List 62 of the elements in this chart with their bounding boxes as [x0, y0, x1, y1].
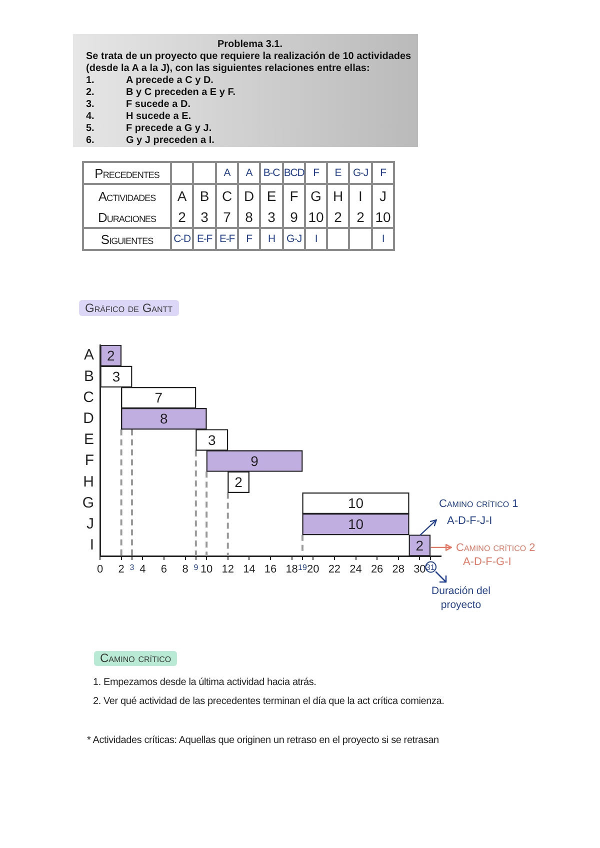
data-label: 2: [416, 537, 424, 554]
y-tick-label: I: [90, 536, 94, 554]
x-tick-label: 22: [328, 564, 341, 576]
x-tick-label: 26: [370, 564, 384, 576]
x-tick-label: 0: [96, 564, 104, 576]
x-tick-label: 4: [140, 564, 146, 576]
x-tick-label: 3: [130, 563, 135, 572]
x-tick-label: 24: [350, 564, 362, 576]
text: 1. Empezamos desde la última actividad hacia atrás.: [93, 676, 316, 689]
y-tick-label: A: [84, 346, 94, 364]
x-tick-label: 16: [264, 564, 277, 576]
text: Siguientes C-D E-F E-F F H G-J I I: [100, 232, 384, 246]
y-tick-label: H: [83, 473, 94, 490]
text: 6. G y J preceden a I.: [86, 135, 214, 146]
y-tick-label: C: [83, 388, 94, 406]
x-tick-label: 30: [414, 564, 426, 576]
text: Actividades A B C D E F G H I J: [98, 188, 386, 204]
annotation: Camino crítico 1: [439, 498, 518, 511]
x-tick-label: 20: [307, 564, 320, 576]
data-label: 7: [154, 390, 163, 406]
text: Se trata de un proyecto que requiere la realización de 10 actividades (desde la A a la J), con las siguientes relaciones entre ellas:: [86, 51, 412, 75]
x-tick-label: 6: [160, 564, 167, 576]
y-tick-label: E: [84, 431, 94, 448]
data-label: 10: [348, 516, 364, 532]
text: Camino crítico 2: [456, 542, 536, 555]
chart-title: Gráfico de Gantt: [79, 300, 179, 316]
data-label: 2: [107, 347, 116, 364]
text: 2. B y C preceden a E y F.: [86, 87, 236, 98]
data-label: 3: [208, 432, 216, 448]
text: Duraciones 2 3 7 8 3 9 10 2 2 10: [98, 209, 391, 225]
text: 1. A precede a C y D.: [86, 75, 214, 86]
data-label: 10: [348, 495, 364, 512]
text: * Actividades críticas: Aquellas que originen un retraso en el proyecto si se retrasan: [87, 734, 439, 747]
x-tick-label: 31: [426, 563, 436, 572]
text: Problema 3.1.: [216, 39, 284, 51]
data-label: 3: [112, 368, 120, 385]
data-label: 2: [234, 474, 243, 490]
text: 3. F sucede a D.: [86, 99, 190, 110]
x-tick-label: 10: [200, 564, 213, 576]
text: 4. H sucede a E.: [86, 111, 192, 122]
x-tick-label: 19: [298, 563, 308, 572]
text: Precedentes A A B-C BCD F E G-J F: [94, 166, 386, 180]
text: A-D-F-G-I: [463, 556, 512, 569]
data-label: 8: [160, 410, 168, 427]
y-tick-label: F: [84, 452, 94, 470]
x-tick-label: 18: [286, 564, 298, 576]
text: 5. F precede a G y J.: [86, 123, 212, 134]
x-tick-label: 9: [194, 563, 199, 572]
x-tick-label: 28: [392, 564, 404, 576]
x-tick-label: 14: [243, 564, 256, 576]
x-tick-label: 8: [182, 564, 188, 576]
y-tick-label: J: [86, 515, 94, 532]
x-tick-label: 2: [118, 564, 124, 576]
y-tick-label: B: [84, 368, 94, 385]
text: Camino crítico: [94, 651, 178, 666]
x-tick-label: 12: [222, 564, 234, 576]
data-label: 9: [250, 452, 259, 469]
text: A-D-F-J-I: [447, 515, 492, 528]
y-tick-label: G: [82, 494, 94, 512]
y-tick-label: D: [83, 410, 94, 427]
text: Duración del proyecto: [430, 584, 492, 612]
text: 2. Ver qué actividad de las precedentes terminan el día que la act crítica comienza.: [93, 695, 444, 708]
